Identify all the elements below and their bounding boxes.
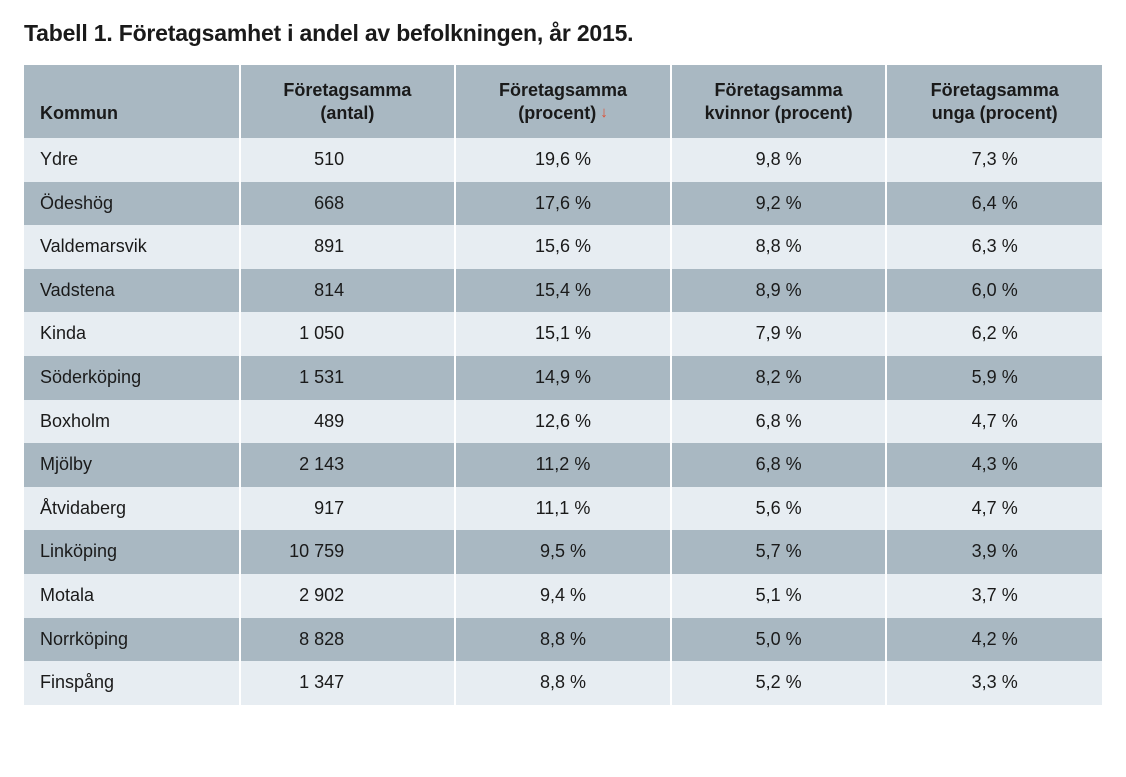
table-row: Motala2 9029,4 %5,1 %3,7 % bbox=[24, 574, 1102, 618]
col-label: Företagsamma(procent) bbox=[499, 80, 627, 123]
cell-procent: 8,8 % bbox=[455, 661, 671, 705]
cell-kommun: Boxholm bbox=[24, 400, 240, 444]
cell-unga: 6,2 % bbox=[886, 312, 1102, 356]
col-label: Kommun bbox=[40, 103, 118, 123]
cell-kommun: Ydre bbox=[24, 138, 240, 182]
cell-kvinnor: 6,8 % bbox=[671, 400, 887, 444]
cell-antal: 814 bbox=[240, 269, 456, 313]
cell-procent: 9,5 % bbox=[455, 530, 671, 574]
cell-unga: 6,4 % bbox=[886, 182, 1102, 226]
cell-kommun: Motala bbox=[24, 574, 240, 618]
cell-antal: 2 902 bbox=[240, 574, 456, 618]
table-row: Ödeshög66817,6 %9,2 %6,4 % bbox=[24, 182, 1102, 226]
cell-unga: 6,0 % bbox=[886, 269, 1102, 313]
cell-antal: 489 bbox=[240, 400, 456, 444]
cell-unga: 5,9 % bbox=[886, 356, 1102, 400]
cell-kvinnor: 8,2 % bbox=[671, 356, 887, 400]
cell-procent: 15,4 % bbox=[455, 269, 671, 313]
col-header-kommun[interactable]: Kommun bbox=[24, 65, 240, 138]
cell-procent: 19,6 % bbox=[455, 138, 671, 182]
cell-procent: 17,6 % bbox=[455, 182, 671, 226]
table-row: Söderköping1 53114,9 %8,2 %5,9 % bbox=[24, 356, 1102, 400]
table-row: Åtvidaberg91711,1 %5,6 %4,7 % bbox=[24, 487, 1102, 531]
cell-antal: 668 bbox=[240, 182, 456, 226]
cell-kommun: Kinda bbox=[24, 312, 240, 356]
cell-antal: 8 828 bbox=[240, 618, 456, 662]
cell-kommun: Vadstena bbox=[24, 269, 240, 313]
cell-unga: 6,3 % bbox=[886, 225, 1102, 269]
cell-kommun: Ödeshög bbox=[24, 182, 240, 226]
table-row: Ydre51019,6 %9,8 %7,3 % bbox=[24, 138, 1102, 182]
cell-kvinnor: 5,1 % bbox=[671, 574, 887, 618]
cell-antal: 2 143 bbox=[240, 443, 456, 487]
cell-kommun: Linköping bbox=[24, 530, 240, 574]
cell-procent: 15,1 % bbox=[455, 312, 671, 356]
cell-unga: 4,2 % bbox=[886, 618, 1102, 662]
cell-kommun: Söderköping bbox=[24, 356, 240, 400]
cell-kommun: Åtvidaberg bbox=[24, 487, 240, 531]
cell-kvinnor: 5,6 % bbox=[671, 487, 887, 531]
table-row: Mjölby2 14311,2 %6,8 %4,3 % bbox=[24, 443, 1102, 487]
cell-kvinnor: 7,9 % bbox=[671, 312, 887, 356]
table-body: Ydre51019,6 %9,8 %7,3 %Ödeshög66817,6 %9… bbox=[24, 138, 1102, 705]
cell-kvinnor: 9,2 % bbox=[671, 182, 887, 226]
cell-antal: 917 bbox=[240, 487, 456, 531]
cell-unga: 3,7 % bbox=[886, 574, 1102, 618]
cell-kvinnor: 9,8 % bbox=[671, 138, 887, 182]
cell-procent: 12,6 % bbox=[455, 400, 671, 444]
cell-kvinnor: 8,8 % bbox=[671, 225, 887, 269]
cell-procent: 15,6 % bbox=[455, 225, 671, 269]
cell-antal: 10 759 bbox=[240, 530, 456, 574]
cell-antal: 1 347 bbox=[240, 661, 456, 705]
cell-kommun: Norrköping bbox=[24, 618, 240, 662]
table-title: Tabell 1. Företagsamhet i andel av befol… bbox=[24, 20, 1102, 47]
col-header-antal[interactable]: Företagsamma(antal) bbox=[240, 65, 456, 138]
sort-desc-icon: ↓ bbox=[600, 104, 608, 121]
cell-unga: 4,3 % bbox=[886, 443, 1102, 487]
col-label: Företagsammaunga (procent) bbox=[931, 80, 1059, 123]
cell-antal: 510 bbox=[240, 138, 456, 182]
cell-unga: 4,7 % bbox=[886, 400, 1102, 444]
table-row: Vadstena81415,4 %8,9 %6,0 % bbox=[24, 269, 1102, 313]
cell-antal: 1 050 bbox=[240, 312, 456, 356]
data-table: Kommun Företagsamma(antal) Företagsamma(… bbox=[24, 65, 1102, 705]
col-label: Företagsamma(antal) bbox=[283, 80, 411, 123]
cell-unga: 7,3 % bbox=[886, 138, 1102, 182]
col-label: Företagsammakvinnor (procent) bbox=[705, 80, 853, 123]
table-row: Kinda1 05015,1 %7,9 %6,2 % bbox=[24, 312, 1102, 356]
cell-kvinnor: 5,2 % bbox=[671, 661, 887, 705]
cell-procent: 11,2 % bbox=[455, 443, 671, 487]
table-row: Valdemarsvik89115,6 %8,8 %6,3 % bbox=[24, 225, 1102, 269]
table-row: Finspång1 3478,8 %5,2 %3,3 % bbox=[24, 661, 1102, 705]
col-header-kvinnor[interactable]: Företagsammakvinnor (procent) bbox=[671, 65, 887, 138]
cell-unga: 3,3 % bbox=[886, 661, 1102, 705]
cell-kvinnor: 8,9 % bbox=[671, 269, 887, 313]
cell-antal: 1 531 bbox=[240, 356, 456, 400]
cell-kvinnor: 6,8 % bbox=[671, 443, 887, 487]
table-row: Linköping10 7599,5 %5,7 %3,9 % bbox=[24, 530, 1102, 574]
cell-unga: 3,9 % bbox=[886, 530, 1102, 574]
col-header-procent[interactable]: Företagsamma(procent)↓ bbox=[455, 65, 671, 138]
cell-kvinnor: 5,0 % bbox=[671, 618, 887, 662]
cell-procent: 11,1 % bbox=[455, 487, 671, 531]
cell-procent: 9,4 % bbox=[455, 574, 671, 618]
table-header-row: Kommun Företagsamma(antal) Företagsamma(… bbox=[24, 65, 1102, 138]
col-header-unga[interactable]: Företagsammaunga (procent) bbox=[886, 65, 1102, 138]
cell-kommun: Mjölby bbox=[24, 443, 240, 487]
cell-antal: 891 bbox=[240, 225, 456, 269]
table-row: Norrköping8 8288,8 %5,0 %4,2 % bbox=[24, 618, 1102, 662]
cell-kommun: Valdemarsvik bbox=[24, 225, 240, 269]
cell-kommun: Finspång bbox=[24, 661, 240, 705]
cell-procent: 8,8 % bbox=[455, 618, 671, 662]
table-row: Boxholm48912,6 %6,8 %4,7 % bbox=[24, 400, 1102, 444]
cell-unga: 4,7 % bbox=[886, 487, 1102, 531]
cell-procent: 14,9 % bbox=[455, 356, 671, 400]
cell-kvinnor: 5,7 % bbox=[671, 530, 887, 574]
